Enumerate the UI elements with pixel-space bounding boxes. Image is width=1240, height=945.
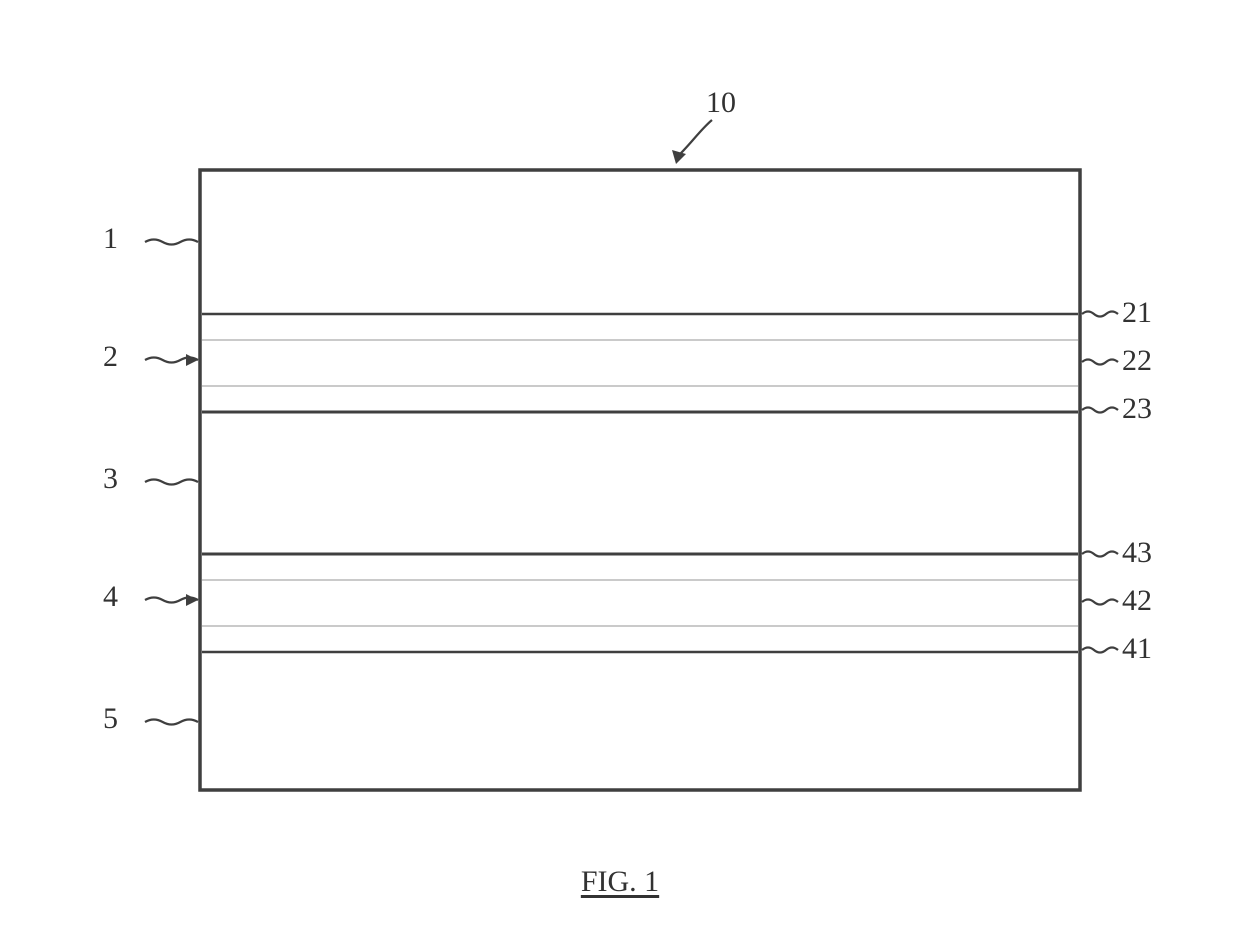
layer-stack-box: [200, 170, 1080, 790]
ref-label-right: 23: [1122, 392, 1152, 425]
lead-line-right: [1082, 552, 1118, 557]
ref-label-right: 41: [1122, 632, 1152, 665]
lead-arrowhead: [186, 594, 198, 606]
ref-label-left: 2: [103, 340, 118, 373]
ref-label-left: 4: [103, 580, 118, 613]
ref-label-right: 21: [1122, 296, 1152, 329]
lead-line-left: [145, 720, 198, 725]
top-ref-arrowhead: [672, 150, 686, 164]
top-ref-arrow: [676, 120, 712, 158]
lead-line-right: [1082, 648, 1118, 653]
lead-arrowhead: [186, 354, 198, 366]
lead-line-right: [1082, 312, 1118, 317]
ref-label-left: 5: [103, 702, 118, 735]
lead-line-left: [145, 480, 198, 485]
lead-line-right: [1082, 408, 1118, 413]
lead-line-right: [1082, 360, 1118, 365]
ref-label-top: 10: [706, 86, 736, 119]
ref-label-right: 42: [1122, 584, 1152, 617]
ref-label-right: 43: [1122, 536, 1152, 569]
lead-line-left: [145, 240, 198, 245]
lead-line-right: [1082, 600, 1118, 605]
ref-label-left: 1: [103, 222, 118, 255]
figure-caption: FIG. 1: [0, 865, 1240, 899]
figure-svg: 1234521222343424110: [0, 0, 1240, 945]
ref-label-right: 22: [1122, 344, 1152, 377]
ref-label-left: 3: [103, 462, 118, 495]
